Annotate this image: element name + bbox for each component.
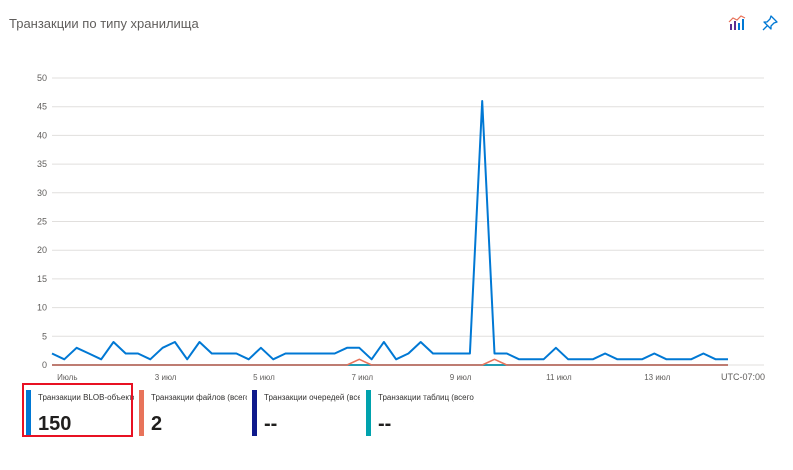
legend-label: Транзакции таблиц (всего) [378, 393, 474, 402]
chart-series [51, 100, 728, 366]
x-tick-label: 13 июл [644, 373, 670, 382]
chart-title: Транзакции по типу хранилища [9, 16, 199, 31]
series-line-file [52, 358, 728, 366]
x-tick-label: 5 июл [253, 373, 275, 382]
chart-metrics-icon-glyph [728, 15, 746, 30]
legend-item-file[interactable]: Транзакции файлов (всего) 2 [139, 387, 249, 439]
legend-item-queue[interactable]: Транзакции очередей (всего) -- [252, 387, 362, 439]
x-tick-label: 7 июл [351, 373, 373, 382]
legend-value: 2 [151, 413, 163, 435]
chart-metrics-icon[interactable] [726, 12, 748, 34]
x-tick-label: 11 июл [546, 373, 572, 382]
legend-value: -- [378, 413, 392, 435]
legend-highlight-box [22, 383, 133, 437]
x-tick-label: 3 июл [155, 373, 177, 382]
x-axis: Июль 3 июл 5 июл 7 июл 9 июл 11 июл 13 июл [57, 373, 671, 382]
legend-value: 150 [38, 413, 72, 435]
legend-label: Транзакции BLOB-объектов (всего) [38, 393, 134, 402]
y-tick-label: 35 [37, 159, 47, 169]
legend-value: -- [264, 413, 278, 435]
legend-item-table[interactable]: Транзакции таблиц (всего) -- [366, 387, 476, 439]
y-tick-label: 15 [37, 274, 47, 284]
legend-item-blob[interactable]: Транзакции BLOB-объектов (всего) 150 [26, 387, 136, 439]
y-tick-label: 10 [37, 303, 47, 313]
legend-color-swatch [252, 390, 257, 436]
legend-label: Транзакции очередей (всего) [264, 393, 360, 402]
legend-color-swatch [26, 390, 31, 436]
x-tick-label: 9 июл [450, 373, 472, 382]
legend-color-swatch [366, 390, 371, 436]
chart-gridlines [52, 77, 764, 366]
pin-icon[interactable] [759, 12, 781, 34]
x-tick-label: Июль [57, 373, 77, 382]
timezone-label: UTC-07:00 [721, 372, 765, 382]
y-axis: 0 5 10 15 20 25 30 35 40 45 50 [37, 73, 47, 370]
y-tick-label: 40 [37, 130, 47, 140]
y-tick-label: 50 [37, 73, 47, 83]
legend-label: Транзакции файлов (всего) [151, 393, 247, 402]
y-tick-label: 45 [37, 102, 47, 112]
y-tick-label: 20 [37, 245, 47, 255]
series-line-blob [51, 100, 728, 361]
y-tick-label: 0 [42, 360, 47, 370]
y-tick-label: 5 [42, 331, 47, 341]
y-tick-label: 25 [37, 217, 47, 227]
y-tick-label: 30 [37, 188, 47, 198]
pin-icon-glyph [762, 15, 778, 31]
legend-color-swatch [139, 390, 144, 436]
